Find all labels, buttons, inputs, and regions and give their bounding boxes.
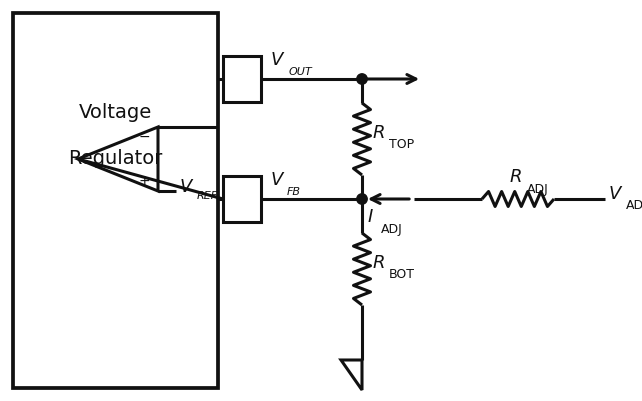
Text: TOP: TOP xyxy=(389,138,414,150)
Text: +: + xyxy=(138,174,150,188)
Text: ADJ: ADJ xyxy=(626,200,642,213)
Circle shape xyxy=(357,74,367,84)
Text: OUT: OUT xyxy=(289,67,313,77)
Text: REF: REF xyxy=(197,191,218,201)
Text: R: R xyxy=(373,254,385,272)
Text: ADJ: ADJ xyxy=(527,182,549,196)
Circle shape xyxy=(357,194,367,204)
Bar xyxy=(13,13,218,388)
Text: ADJ: ADJ xyxy=(381,223,403,235)
Text: BOT: BOT xyxy=(389,267,415,281)
Text: FB: FB xyxy=(287,187,301,197)
Text: −: − xyxy=(138,130,150,144)
Text: R: R xyxy=(373,124,385,142)
Text: V: V xyxy=(271,171,283,189)
Bar xyxy=(223,176,261,222)
Text: V: V xyxy=(609,185,621,203)
Text: V: V xyxy=(180,178,193,196)
Text: V: V xyxy=(271,51,283,69)
Text: Voltage: Voltage xyxy=(79,103,152,122)
Text: R: R xyxy=(510,168,523,186)
Text: I: I xyxy=(368,208,373,226)
Bar xyxy=(223,56,261,102)
Text: Regulator: Regulator xyxy=(68,148,162,168)
